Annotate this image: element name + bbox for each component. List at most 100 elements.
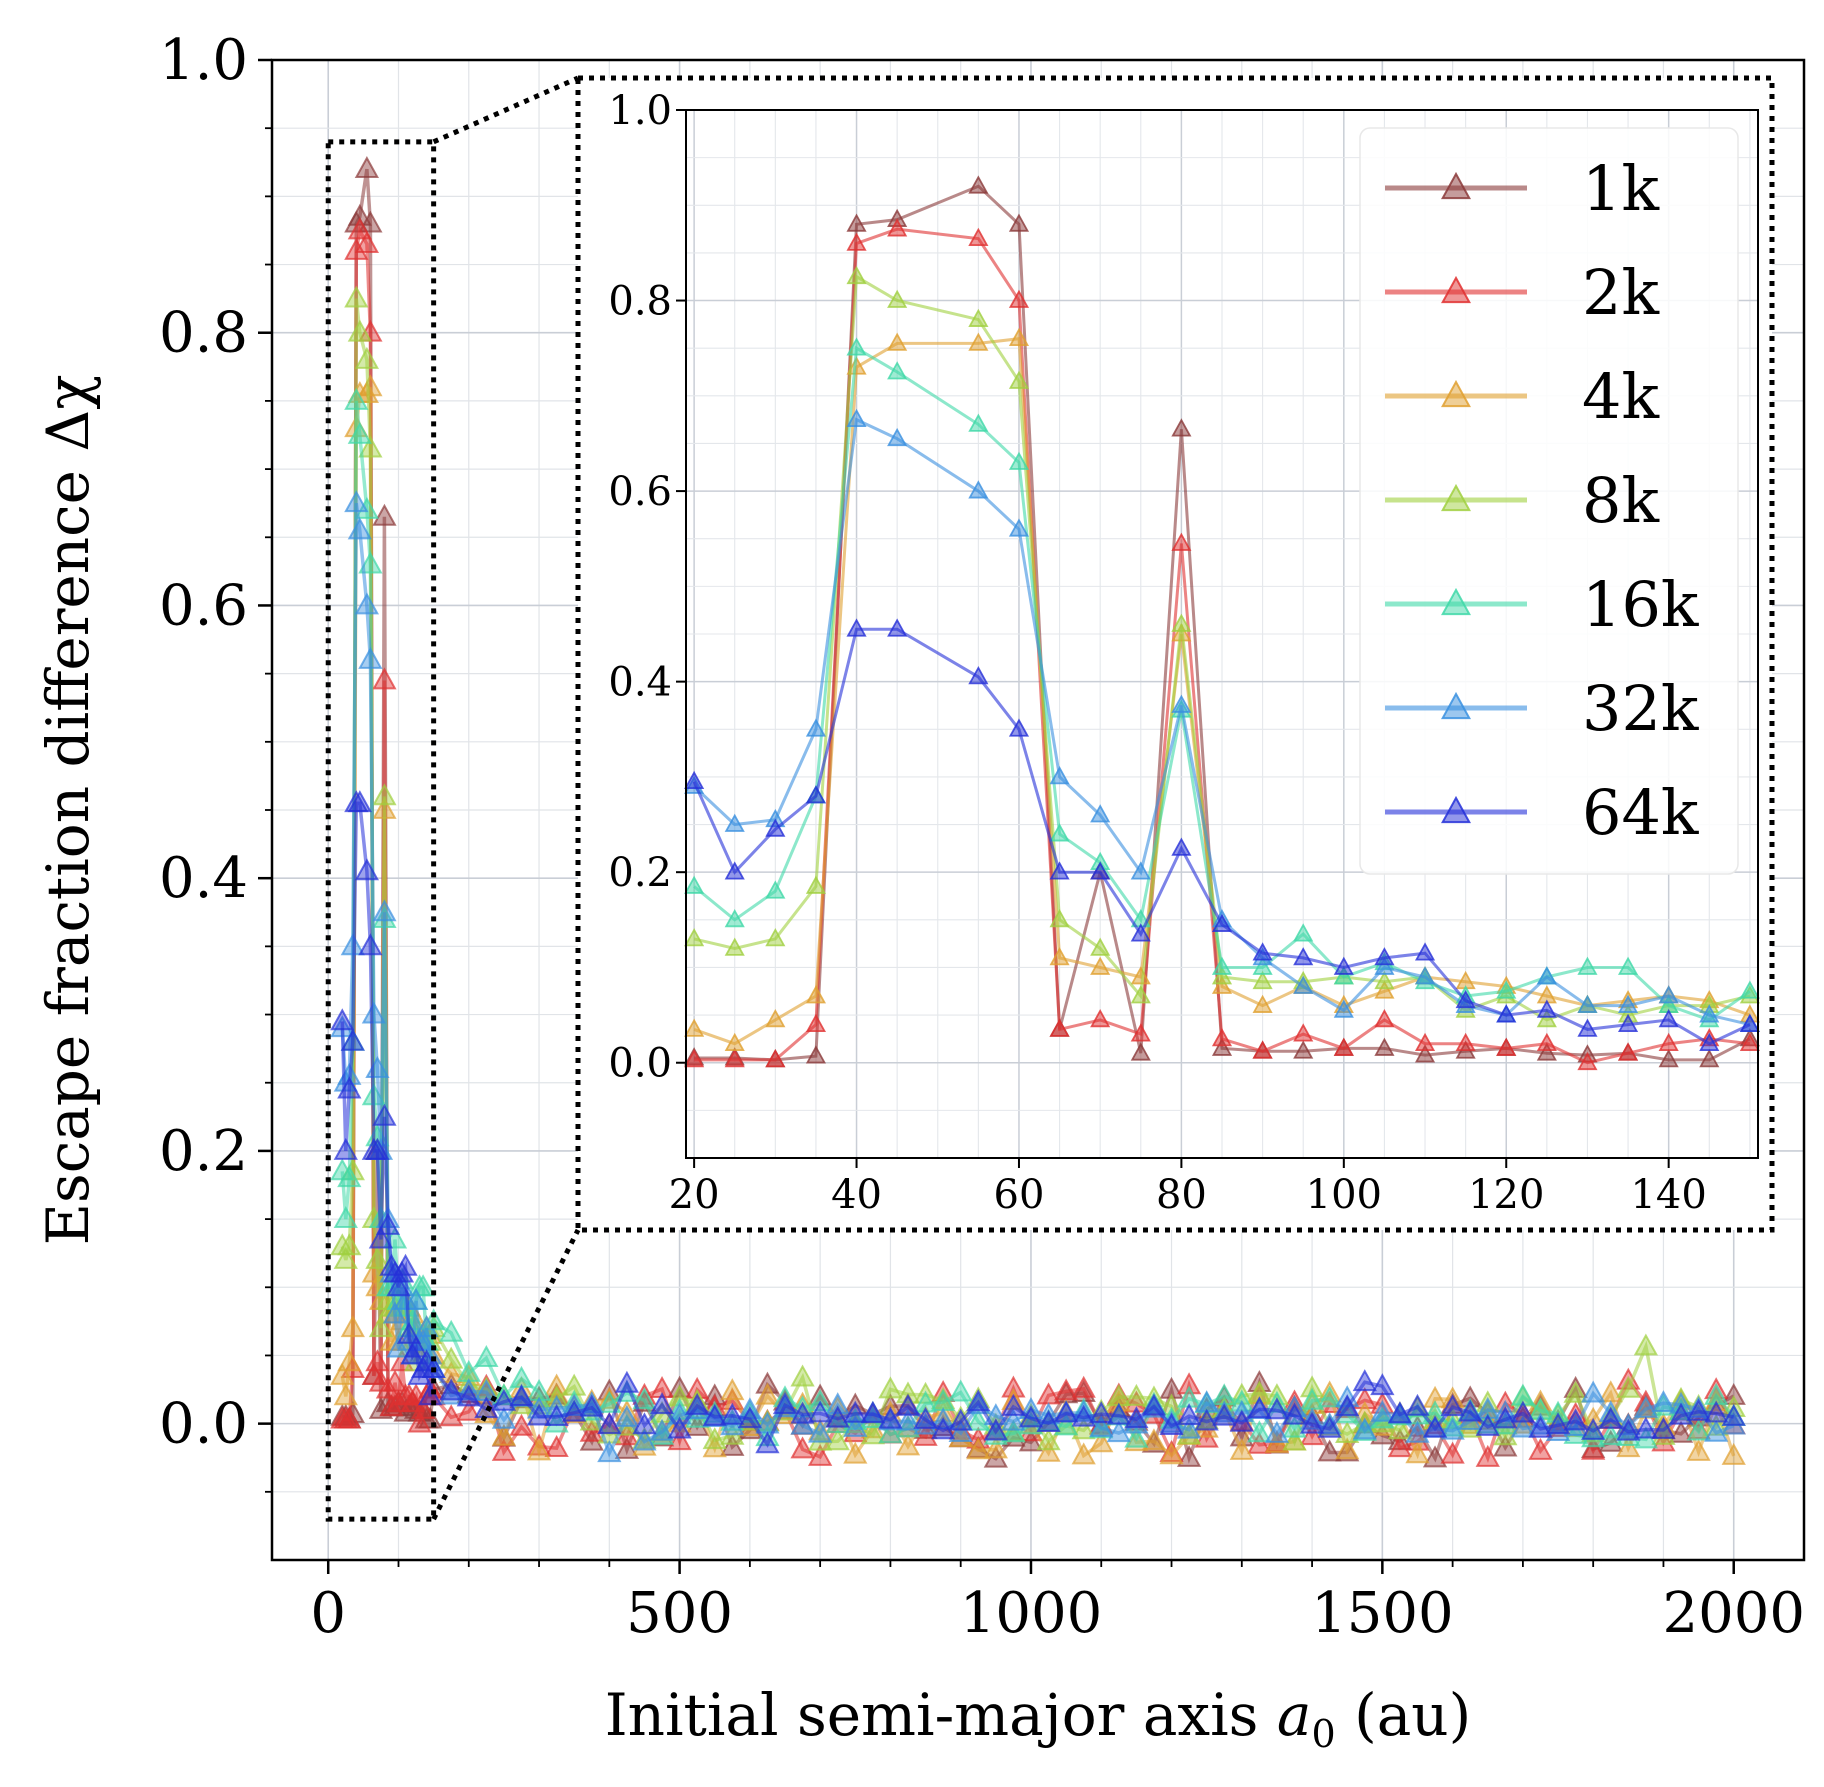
main-point-32k bbox=[361, 1001, 387, 1024]
inset-point-2k bbox=[887, 218, 908, 237]
main-point-2k bbox=[1352, 1387, 1377, 1410]
inset-point-16k bbox=[724, 908, 745, 928]
main-point-1k bbox=[1159, 1376, 1184, 1399]
main-point-64k bbox=[1704, 1400, 1729, 1423]
main-point-4k bbox=[358, 374, 383, 397]
main-point-2k bbox=[579, 1419, 604, 1442]
main-point-64k bbox=[396, 1321, 422, 1344]
main-series-line-64k bbox=[340, 801, 1735, 1448]
zoom-connector-top bbox=[432, 75, 580, 145]
main-point-8k bbox=[1299, 1375, 1325, 1398]
main-point-4k bbox=[340, 1315, 365, 1338]
zoom-indicator bbox=[325, 75, 581, 1522]
main-point-2k bbox=[347, 217, 372, 240]
main-point-32k bbox=[720, 1413, 745, 1436]
main-point-4k bbox=[1422, 1385, 1448, 1408]
main-point-4k bbox=[1071, 1442, 1096, 1465]
main-point-32k bbox=[825, 1392, 850, 1415]
main-point-64k bbox=[1053, 1400, 1079, 1423]
inset-y-tick-label: 0.4 bbox=[608, 660, 672, 706]
inset-point-64k bbox=[1496, 1004, 1517, 1023]
inset-point-16k bbox=[1049, 823, 1070, 842]
main-point-2k bbox=[1299, 1423, 1325, 1446]
inset-point-32k bbox=[1090, 804, 1111, 823]
main-point-4k bbox=[1141, 1428, 1167, 1451]
main-point-8k bbox=[1124, 1383, 1149, 1406]
inset-series-line-4k bbox=[693, 337, 1751, 1046]
inset-data bbox=[684, 175, 1760, 1071]
legend-entry-2k: 2k bbox=[1385, 256, 1659, 329]
inset-point-2k bbox=[1252, 1040, 1273, 1059]
main-point-64k bbox=[895, 1393, 921, 1416]
inset-point-64k bbox=[1455, 989, 1476, 1009]
main-point-64k bbox=[417, 1383, 443, 1406]
zoom-box bbox=[325, 139, 437, 1522]
main-point-32k bbox=[347, 517, 372, 540]
inset-point-16k bbox=[684, 875, 705, 894]
main-point-4k bbox=[1229, 1437, 1254, 1460]
main-point-16k bbox=[895, 1415, 921, 1438]
legend: 1k 2k 4k 8k 16k 32k 64k bbox=[1359, 127, 1739, 875]
main-point-4k bbox=[895, 1433, 921, 1456]
main-point-4k bbox=[330, 1362, 355, 1385]
main-point-2k bbox=[913, 1423, 938, 1446]
inset-point-32k bbox=[887, 427, 908, 447]
main-point-64k bbox=[393, 1253, 418, 1276]
main-point-64k bbox=[403, 1335, 429, 1358]
main-point-32k bbox=[632, 1428, 657, 1451]
inset-point-32k bbox=[805, 718, 827, 737]
main-point-64k bbox=[1405, 1393, 1430, 1416]
inset-point-64k bbox=[1090, 861, 1111, 880]
legend-marker-2k bbox=[1441, 275, 1471, 304]
main-point-64k bbox=[1352, 1369, 1377, 1392]
main-point-8k bbox=[368, 1315, 394, 1338]
inset-series-line-64k bbox=[692, 627, 1751, 1046]
main-point-4k bbox=[333, 1383, 358, 1406]
main-point-64k bbox=[878, 1406, 903, 1429]
main-point-4k bbox=[843, 1441, 868, 1464]
inset-point-64k bbox=[1414, 942, 1436, 961]
inset-point-64k bbox=[1293, 947, 1314, 966]
main-point-8k bbox=[895, 1381, 921, 1404]
inset-point-2k bbox=[1658, 1032, 1679, 1052]
legend-marker-4k bbox=[1441, 379, 1471, 408]
inset-point-2k bbox=[1414, 1032, 1436, 1052]
inset-point-8k bbox=[765, 928, 786, 947]
main-point-2k bbox=[439, 1404, 464, 1427]
x-axis-label-variable: a bbox=[1277, 1681, 1312, 1749]
main-point-8k bbox=[365, 1246, 390, 1269]
inset-point-16k bbox=[887, 361, 908, 380]
inset-point-2k bbox=[1090, 1008, 1111, 1028]
inset-point-32k bbox=[1536, 966, 1557, 985]
main-point-4k bbox=[491, 1423, 517, 1446]
inset-point-32k bbox=[1049, 766, 1070, 785]
x-axis-label-suffix: (au) bbox=[1336, 1681, 1472, 1749]
main-point-64k bbox=[368, 1226, 394, 1249]
main-point-64k bbox=[667, 1416, 692, 1439]
main-point-64k bbox=[1018, 1405, 1044, 1428]
main-point-32k bbox=[1405, 1420, 1430, 1443]
main-point-64k bbox=[772, 1392, 798, 1415]
inset-point-64k bbox=[968, 666, 989, 685]
inset-point-1k bbox=[846, 213, 867, 232]
main-point-32k bbox=[1581, 1380, 1606, 1403]
main-point-1k bbox=[1458, 1385, 1483, 1408]
inset-point-4k bbox=[846, 356, 867, 375]
main-point-2k bbox=[407, 1410, 432, 1433]
inset-point-64k bbox=[1049, 861, 1070, 880]
main-point-1k bbox=[1317, 1439, 1342, 1462]
legend-label-16k: 16k bbox=[1582, 568, 1699, 641]
main-point-8k bbox=[439, 1346, 464, 1369]
inset-point-4k bbox=[765, 1008, 786, 1028]
main-point-64k bbox=[1633, 1416, 1659, 1439]
inset-point-16k bbox=[1008, 451, 1030, 470]
inset-point-64k bbox=[684, 770, 705, 790]
legend-label-32k: 32k bbox=[1582, 672, 1699, 745]
inset-point-8k bbox=[1130, 985, 1151, 1004]
inset-point-64k bbox=[846, 618, 867, 637]
main-point-2k bbox=[354, 231, 380, 254]
inset-point-8k bbox=[968, 308, 989, 327]
main-point-16k bbox=[1247, 1420, 1272, 1443]
legend-box bbox=[1359, 127, 1739, 875]
inset-point-8k bbox=[1536, 1008, 1557, 1028]
